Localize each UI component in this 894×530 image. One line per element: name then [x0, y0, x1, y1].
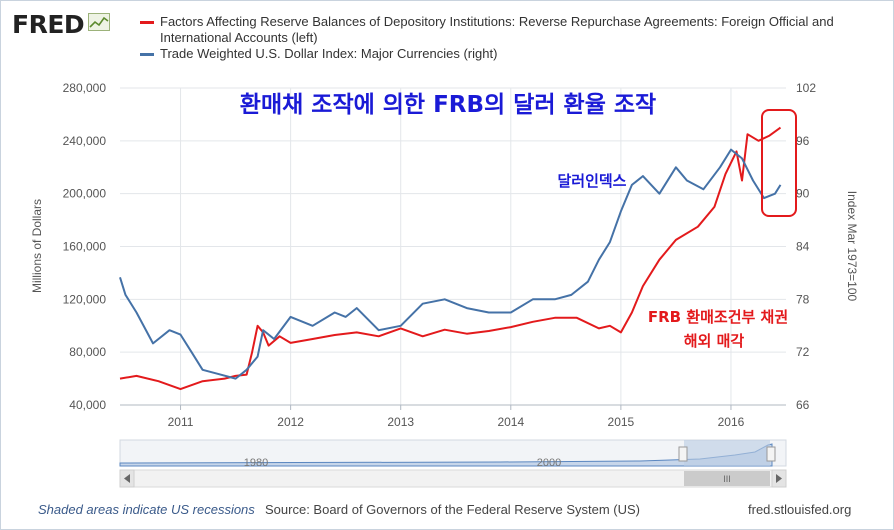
legend-label-dollar-index: Trade Weighted U.S. Dollar Index: Major …	[160, 46, 498, 61]
y2-tick-label: 84	[796, 240, 810, 254]
x-tick-label: 2015	[608, 415, 635, 429]
annotation-dollar-index: 달러인덱스	[557, 172, 626, 190]
y2-tick-label: 96	[796, 134, 810, 148]
fred-logo[interactable]: FRED	[12, 10, 111, 39]
navigator-label-2000: 2000	[537, 457, 561, 469]
series-line-reverse-repo	[119, 126, 782, 391]
line-graph-icon	[88, 13, 111, 36]
x-tick-label: 2011	[168, 415, 194, 429]
footer-recession-note: Shaded areas indicate US recessions	[38, 502, 255, 517]
scrollbar-thumb[interactable]	[684, 471, 770, 486]
navigator-right-handle[interactable]	[766, 446, 776, 462]
y-tick-label: 80,000	[69, 345, 106, 359]
y-tick-label: 120,000	[63, 292, 107, 306]
y-tick-label: 40,000	[69, 398, 106, 412]
annotation-repo-line1: FRB 환매조건부 채권	[648, 308, 788, 326]
x-tick-label: 2012	[277, 415, 304, 429]
legend-swatch-blue	[140, 53, 154, 56]
legend-swatch-red	[140, 21, 154, 24]
annotation-title: 환매채 조작에 의한 FRB의 달러 환율 조작	[240, 92, 656, 118]
time-navigator[interactable]: 1980 2000 III	[119, 439, 787, 488]
y-tick-label: 200,000	[63, 187, 107, 201]
navigator-left-handle[interactable]	[678, 446, 688, 462]
y2-tick-label: 102	[796, 81, 816, 95]
navigator-selection[interactable]	[684, 440, 770, 466]
legend-entry-repo[interactable]: Factors Affecting Reserve Balances of De…	[140, 14, 880, 46]
y2-axis-label: Index Mar 1973=100	[845, 191, 859, 302]
y2-tick-label: 66	[796, 398, 810, 412]
y2-tick-label: 78	[796, 292, 810, 306]
logo-text: FRED	[12, 10, 85, 39]
x-tick-label: 2016	[718, 415, 745, 429]
x-tick-label: 2014	[497, 415, 524, 429]
y-tick-label: 280,000	[63, 81, 107, 95]
navigator-label-1980: 1980	[244, 457, 268, 469]
footer-url[interactable]: fred.stlouisfed.org	[748, 502, 852, 517]
y2-tick-label: 72	[796, 345, 810, 359]
legend-label-repo: Factors Affecting Reserve Balances of De…	[160, 14, 834, 45]
series-line-dollar-index	[119, 148, 782, 380]
legend-entry-dollar-index[interactable]: Trade Weighted U.S. Dollar Index: Major …	[140, 46, 880, 62]
y2-tick-label: 90	[796, 187, 810, 201]
annotation-repo-line2: 해외 매각	[684, 332, 745, 350]
chart-legend: Factors Affecting Reserve Balances of De…	[140, 14, 880, 62]
scrollbar-grip: III	[723, 474, 731, 484]
y-axis-label: Millions of Dollars	[30, 199, 44, 293]
scroll-right-arrow-icon	[776, 474, 782, 483]
y-tick-label: 160,000	[63, 240, 107, 254]
y-tick-label: 240,000	[63, 134, 107, 148]
x-tick-label: 2013	[387, 415, 414, 429]
footer-source: Source: Board of Governors of the Federa…	[265, 502, 640, 517]
highlight-box	[761, 109, 797, 217]
scroll-left-arrow-icon	[124, 474, 130, 483]
